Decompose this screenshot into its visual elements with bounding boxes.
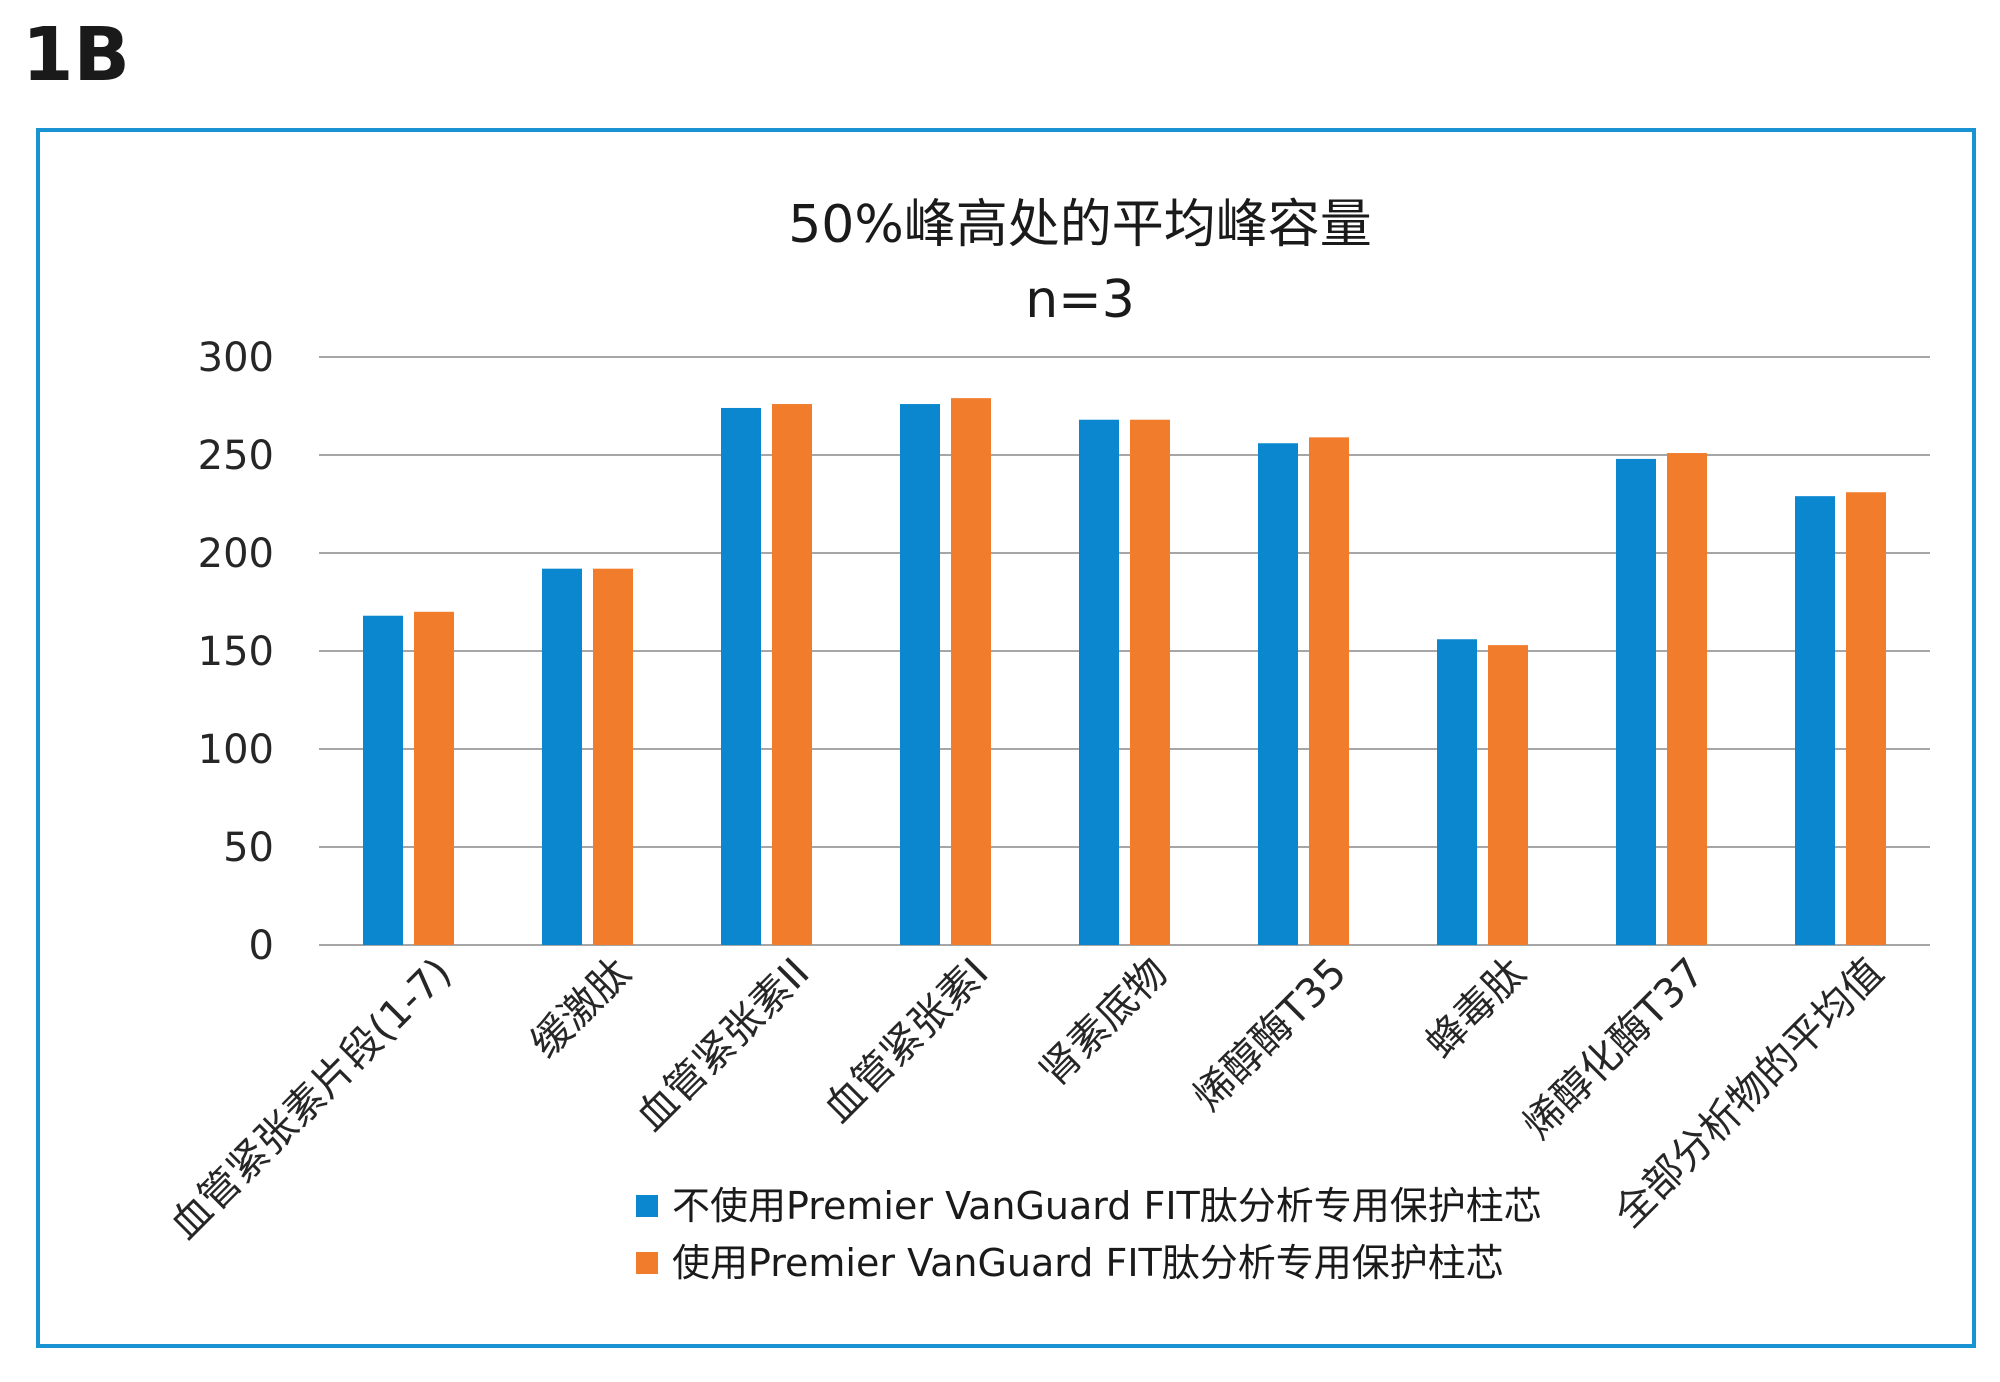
bar-series-2-cat-9 xyxy=(1846,492,1886,945)
bar-series-1-cat-9 xyxy=(1795,496,1835,945)
chart-subtitle: n=3 xyxy=(1025,270,1135,330)
y-tick-label: 50 xyxy=(223,825,274,871)
bar-series-2-cat-1 xyxy=(414,611,454,945)
bar-series-1-cat-8 xyxy=(1616,458,1656,945)
bar-series-2-cat-3 xyxy=(772,404,812,945)
bar-series-1-cat-5 xyxy=(1079,419,1119,946)
bar-chart: 50%峰高处的平均峰容量 n=3 0 50 100 150 200 250 300 血管紧张… xyxy=(162,195,1930,1285)
panel-label: 1B xyxy=(22,12,130,98)
chart-frame: 50%峰高处的平均峰容量 n=3 0 50 100 150 200 250 300 血管紧张… xyxy=(36,128,1976,1348)
grid-lines xyxy=(319,356,1930,946)
legend-swatch-series-2 xyxy=(636,1252,658,1274)
y-tick-labels: 0 50 100 150 200 250 300 xyxy=(198,335,274,969)
x-category-label: 烯醇化酶T37 xyxy=(1515,950,1714,1149)
legend-label-series-1: 不使用Premier VanGuard FIT肽分析专用保护柱芯 xyxy=(672,1184,1542,1228)
y-tick-label: 200 xyxy=(198,531,274,577)
bar-series-1-cat-1 xyxy=(363,615,403,945)
bar-series-2-cat-2 xyxy=(593,568,633,945)
chart-title: 50%峰高处的平均峰容量 xyxy=(788,195,1372,255)
bar-series-1-cat-7 xyxy=(1437,639,1477,945)
y-tick-label: 250 xyxy=(198,433,274,479)
bar-series-1-cat-3 xyxy=(721,407,761,946)
x-category-label: 肾素底物 xyxy=(1031,950,1177,1096)
x-category-label: 血管紧张素II xyxy=(628,950,819,1141)
bar-series-1-cat-6 xyxy=(1258,443,1298,945)
y-tick-label: 100 xyxy=(198,727,274,773)
x-category-label: 缓激肽 xyxy=(522,950,639,1067)
legend-label-series-2: 使用Premier VanGuard FIT肽分析专用保护柱芯 xyxy=(672,1241,1504,1285)
x-category-label: 蜂毒肽 xyxy=(1417,950,1534,1067)
bar-series-2-cat-6 xyxy=(1309,437,1349,945)
y-tick-label: 300 xyxy=(198,335,274,381)
x-category-label: 血管紧张素片段(1-7) xyxy=(162,950,461,1249)
bar-series-2-cat-8 xyxy=(1667,453,1707,945)
bars xyxy=(363,398,1886,946)
x-category-label: 烯醇酶T35 xyxy=(1185,950,1356,1121)
bar-series-2-cat-4 xyxy=(951,398,991,945)
bar-series-2-cat-7 xyxy=(1488,645,1528,945)
legend: 不使用Premier VanGuard FIT肽分析专用保护柱芯 使用Premi… xyxy=(636,1184,1542,1285)
bar-series-2-cat-5 xyxy=(1130,419,1170,946)
bar-series-1-cat-4 xyxy=(900,404,940,945)
bar-series-1-cat-2 xyxy=(542,568,582,945)
x-category-label: 血管紧张素I xyxy=(815,950,997,1132)
y-tick-label: 0 xyxy=(249,923,274,969)
legend-swatch-series-1 xyxy=(636,1195,658,1217)
y-tick-label: 150 xyxy=(198,629,274,675)
